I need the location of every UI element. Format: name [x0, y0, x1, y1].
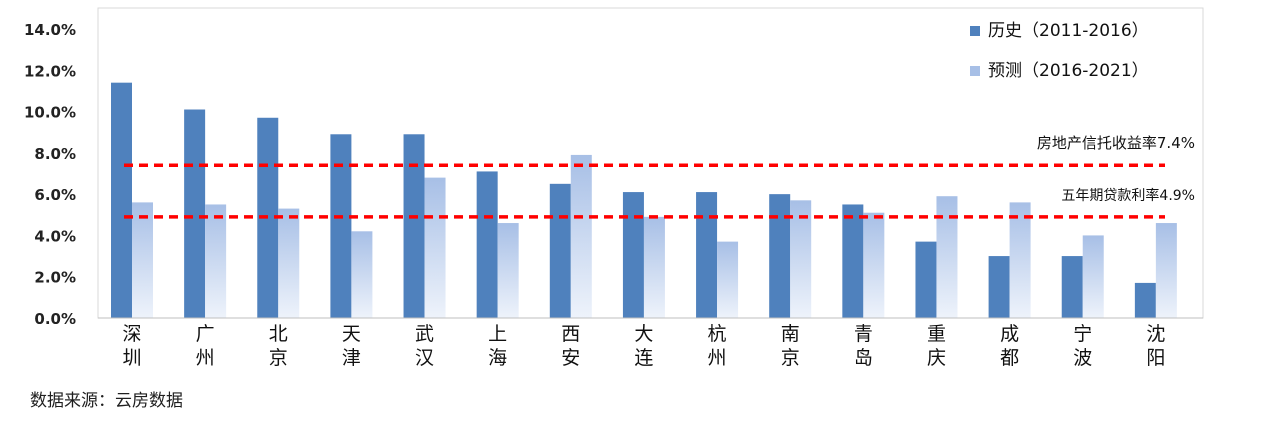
source-note: 数据来源：云房数据	[30, 391, 183, 411]
bar-forecast	[424, 177, 446, 318]
x-tick-label: 京	[269, 347, 288, 369]
legend-label: 预测（2016-2021）	[988, 61, 1149, 81]
bar-chart: 0.0% 2.0% 4.0% 6.0% 8.0% 10.0% 12.0% 14.0% 房地产信…	[24, 7, 1204, 369]
legend: 历史（2011-2016） 预测（2016-2021）	[970, 21, 1149, 81]
x-tick-label: 阳	[1146, 347, 1165, 369]
x-tick-label: 北	[269, 323, 288, 345]
y-tick-label: 10.0%	[24, 104, 76, 122]
y-tick-label: 4.0%	[34, 227, 76, 245]
x-tick-label: 上	[488, 323, 507, 345]
y-tick-label: 12.0%	[24, 62, 76, 80]
bars	[111, 82, 1177, 319]
x-tick-label: 南	[781, 323, 800, 345]
x-tick-label: 杭	[708, 323, 727, 345]
bar-forecast	[570, 154, 592, 318]
bar-forecast	[936, 196, 958, 318]
x-tick-label: 安	[561, 347, 580, 369]
bar-history	[330, 134, 352, 318]
x-tick-label: 西	[561, 323, 580, 345]
x-tick-label: 青	[854, 323, 873, 345]
bar-forecast	[497, 223, 519, 318]
bar-history	[1061, 256, 1083, 318]
x-tick-label: 庆	[927, 347, 946, 369]
bar-history	[403, 134, 425, 318]
x-tick-label: 京	[781, 347, 800, 369]
legend-swatch	[970, 26, 980, 36]
bar-forecast	[643, 216, 665, 318]
bar-history	[622, 192, 644, 318]
bar-history	[111, 82, 132, 319]
bar-history	[842, 204, 864, 318]
x-tick-label: 武	[415, 323, 434, 345]
legend-swatch	[970, 66, 980, 76]
bar-forecast	[863, 212, 885, 318]
y-tick-label: 2.0%	[34, 269, 76, 287]
bar-forecast	[205, 204, 227, 318]
bar-forecast	[351, 231, 373, 318]
x-tick-label: 广	[196, 323, 215, 345]
reference-line-label: 房地产信托收益率7.4%	[1037, 134, 1195, 152]
y-axis: 0.0% 2.0% 4.0% 6.0% 8.0% 10.0% 12.0% 14.0%	[24, 21, 76, 328]
x-tick-label: 波	[1073, 347, 1092, 369]
x-tick-label: 沈	[1146, 323, 1165, 345]
bar-history	[1134, 282, 1156, 318]
bar-history	[476, 171, 498, 318]
bar-history	[988, 256, 1010, 318]
x-tick-label: 连	[634, 347, 653, 369]
bar-history	[915, 241, 937, 318]
x-tick-label: 都	[1000, 347, 1019, 369]
bar-history	[696, 192, 718, 318]
bar-forecast	[790, 200, 812, 318]
bar-history	[549, 183, 571, 318]
legend-label: 历史（2011-2016）	[988, 21, 1149, 41]
x-tick-label: 重	[927, 323, 946, 345]
x-tick-label: 津	[342, 347, 361, 369]
bar-history	[769, 194, 791, 318]
x-tick-label: 海	[488, 347, 507, 369]
y-tick-label: 14.0%	[24, 21, 76, 39]
x-tick-label: 州	[196, 347, 215, 369]
y-tick-label: 0.0%	[34, 310, 76, 328]
x-tick-label: 大	[634, 323, 653, 345]
y-tick-label: 8.0%	[34, 145, 76, 163]
bar-forecast	[278, 208, 300, 318]
bar-forecast	[1009, 202, 1031, 318]
reference-line-label: 五年期贷款利率4.9%	[1061, 187, 1195, 204]
bar-forecast	[717, 241, 739, 318]
bar-forecast	[132, 202, 153, 318]
x-tick-label: 汉	[415, 347, 434, 369]
reference-lines: 房地产信托收益率7.4% 五年期贷款利率4.9%	[124, 134, 1195, 219]
x-tick-label: 宁	[1073, 323, 1092, 345]
x-tick-label: 岛	[854, 347, 873, 369]
x-tick-label: 天	[342, 323, 361, 345]
x-tick-label: 州	[708, 347, 727, 369]
bar-history	[184, 109, 206, 318]
x-tick-label: 圳	[122, 347, 141, 369]
x-tick-label: 成	[1000, 323, 1019, 345]
bar-forecast	[1155, 223, 1177, 318]
y-tick-label: 6.0%	[34, 186, 76, 204]
bar-forecast	[1082, 235, 1104, 318]
x-tick-label: 深	[122, 323, 141, 345]
